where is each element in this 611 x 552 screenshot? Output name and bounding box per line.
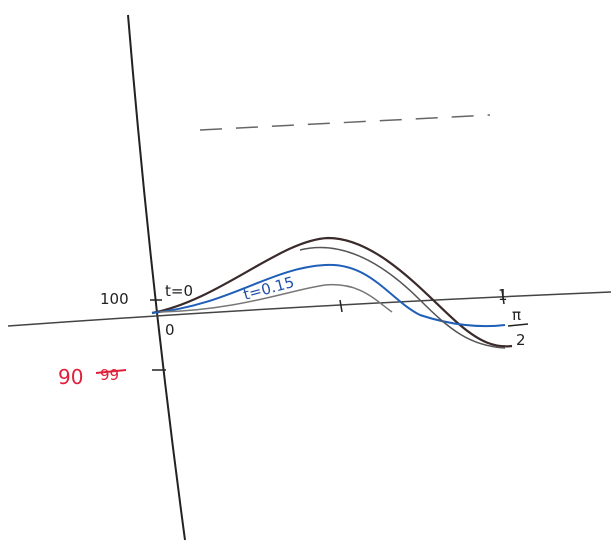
x-end-denominator: 2	[516, 331, 526, 349]
x-mark-label: 1	[498, 286, 508, 304]
x-end-numerator: π	[512, 306, 521, 324]
origin-label: 0	[165, 321, 175, 339]
sketch: 100 0 t=0 t=0.15 1 π 2 90 99	[0, 0, 611, 552]
y-mark-label: 100	[100, 290, 129, 308]
correction-label: 90	[58, 365, 83, 389]
curve-label: t=0	[165, 282, 193, 300]
page: 100 0 t=0 t=0.15 1 π 2 90 99 (() => { co…	[0, 0, 611, 552]
crossed-label: 99	[100, 366, 119, 384]
paper	[0, 0, 611, 552]
